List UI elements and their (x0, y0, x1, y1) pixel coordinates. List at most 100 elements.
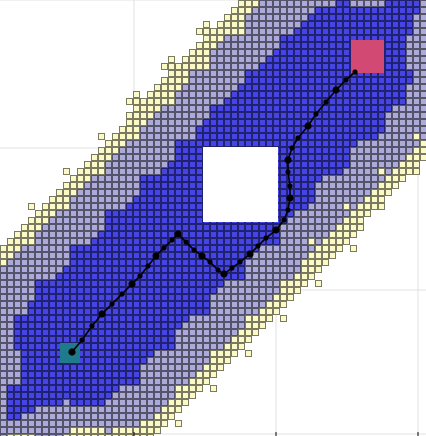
grid-cell-outline (56, 273, 63, 280)
cost-cell (259, 105, 266, 112)
grid-cell-outline (35, 336, 42, 343)
grid-cell-outline (182, 322, 189, 329)
cost-cell (161, 210, 168, 217)
cost-cell (224, 21, 231, 28)
grid-cell-outline (28, 259, 35, 266)
grid-cell-outline (294, 7, 301, 14)
grid-cell-outline (42, 350, 49, 357)
grid-cell-outline (287, 224, 294, 231)
cost-cell (168, 406, 175, 413)
grid-cell-outline (105, 245, 112, 252)
cost-cell (294, 105, 301, 112)
grid-cell-outline (154, 154, 161, 161)
cost-cell (224, 35, 231, 42)
cost-cell (21, 350, 28, 357)
grid-cell-outline (175, 140, 182, 147)
cost-cell (147, 238, 154, 245)
cost-cell (287, 126, 294, 133)
cost-cell (203, 350, 210, 357)
cost-cell (140, 203, 147, 210)
grid-cell-outline (294, 231, 301, 238)
cost-cell (259, 70, 266, 77)
grid-cell-outline (147, 245, 154, 252)
cost-cell (161, 168, 168, 175)
grid-cell-outline (350, 147, 357, 154)
cost-cell (42, 294, 49, 301)
grid-cell-outline (252, 0, 259, 7)
cost-cell (301, 35, 308, 42)
grid-cell-outline (420, 49, 426, 56)
cost-cell (273, 294, 280, 301)
grid-cell-outline (28, 357, 35, 364)
cost-cell (21, 238, 28, 245)
cost-cell (217, 105, 224, 112)
cost-cell (70, 245, 77, 252)
grid-cell-outline (287, 56, 294, 63)
cost-cell (105, 182, 112, 189)
grid-cell-outline (49, 273, 56, 280)
cost-cell (112, 301, 119, 308)
grid-cell-outline (63, 259, 70, 266)
grid-cell-outline (189, 154, 196, 161)
grid-cell-outline (245, 259, 252, 266)
cost-cell (7, 336, 14, 343)
cost-cell (154, 399, 161, 406)
cost-cell (315, 196, 322, 203)
grid-cell-outline (147, 273, 154, 280)
cost-cell (420, 35, 426, 42)
grid-cell-outline (245, 224, 252, 231)
grid-cell-outline (70, 406, 77, 413)
cost-cell (364, 203, 371, 210)
cost-cell (133, 315, 140, 322)
grid-cell-outline (280, 294, 287, 301)
cost-cell (224, 280, 231, 287)
grid-cell-outline (245, 14, 252, 21)
grid-cell-outline (357, 154, 364, 161)
cost-cell (245, 238, 252, 245)
grid-cell-outline (119, 147, 126, 154)
grid-cell-outline (224, 84, 231, 91)
grid-cell-outline (224, 112, 231, 119)
grid-cell-outline (182, 245, 189, 252)
cost-cell (385, 112, 392, 119)
grid-cell-outline (77, 406, 84, 413)
grid-cell-outline (182, 329, 189, 336)
cost-cell (77, 252, 84, 259)
cost-cell (371, 91, 378, 98)
grid-cell-outline (245, 0, 252, 7)
cost-cell (119, 413, 126, 420)
cost-cell (154, 371, 161, 378)
grid-cell-outline (294, 210, 301, 217)
grid-cell-outline (301, 91, 308, 98)
grid-cell-outline (245, 287, 252, 294)
grid-cell-outline (105, 175, 112, 182)
grid-cell-outline (413, 154, 420, 161)
grid-cell-outline (245, 77, 252, 84)
cost-cell (273, 301, 280, 308)
cost-cell (273, 273, 280, 280)
grid-cell-outline (308, 196, 315, 203)
grid-cell-outline (371, 126, 378, 133)
cost-cell (308, 273, 315, 280)
grid-cell-outline (259, 35, 266, 42)
cost-cell (420, 0, 426, 7)
grid-cell-outline (196, 287, 203, 294)
grid-cell-outline (266, 245, 273, 252)
cost-cell (406, 35, 413, 42)
grid-cell-outline (343, 238, 350, 245)
grid-cell-outline (315, 98, 322, 105)
cost-cell (336, 189, 343, 196)
cost-cell (119, 196, 126, 203)
cost-cell (35, 336, 42, 343)
grid-cell-outline (301, 140, 308, 147)
grid-cell-outline (301, 112, 308, 119)
grid-cell-outline (21, 343, 28, 350)
grid-cell-outline (280, 7, 287, 14)
cost-cell (84, 182, 91, 189)
grid-cell-outline (280, 266, 287, 273)
grid-cell-outline (14, 273, 21, 280)
grid-cell-outline (126, 385, 133, 392)
grid-cell-outline (252, 105, 259, 112)
grid-cell-outline (196, 210, 203, 217)
cost-cell (252, 259, 259, 266)
